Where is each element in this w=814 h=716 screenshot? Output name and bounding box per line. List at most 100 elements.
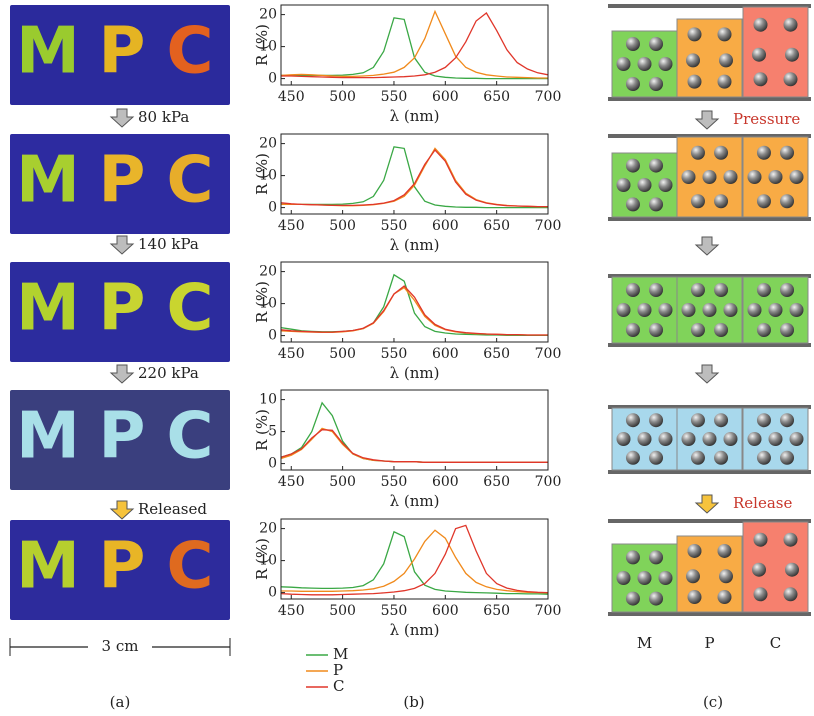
y-tick-label: 0 (268, 585, 277, 601)
particle (649, 450, 664, 465)
plot-frame (280, 4, 549, 86)
particle (753, 17, 768, 32)
x-axis-label: λ (nm) (390, 621, 440, 639)
x-tick-label: 700 (535, 346, 562, 362)
spectrum-line (280, 285, 548, 336)
x-axis-label: λ (nm) (390, 364, 440, 382)
photo-letter: P (99, 144, 146, 218)
particle (714, 413, 729, 428)
photo-letter: M (16, 15, 80, 89)
particle (702, 432, 717, 446)
particle (717, 74, 732, 89)
photo (10, 5, 230, 105)
x-tick-label: 600 (432, 346, 459, 362)
y-tick-label: 10 (259, 553, 277, 569)
particle (649, 283, 664, 297)
y-tick-label: 10 (259, 392, 277, 408)
particle (780, 413, 795, 428)
particle (625, 158, 640, 173)
particle (752, 562, 766, 577)
y-axis-label: R (%) (253, 281, 271, 323)
x-tick-label: 700 (535, 474, 562, 490)
particle (785, 562, 799, 577)
spectrum-line (280, 148, 548, 208)
particle (681, 170, 696, 184)
plate (608, 612, 811, 616)
particle (658, 303, 673, 317)
x-tick-label: 550 (381, 218, 408, 234)
particle (789, 432, 804, 446)
particle (616, 432, 631, 446)
particle (625, 197, 640, 212)
particle (637, 303, 652, 317)
x-axis-label: λ (nm) (390, 236, 440, 254)
particle (681, 303, 696, 317)
plot-frame (280, 133, 549, 215)
y-tick-label: 10 (259, 168, 277, 184)
y-tick-label: 20 (259, 136, 277, 152)
particle (625, 450, 640, 465)
x-tick-label: 500 (329, 346, 356, 362)
particle (625, 77, 640, 91)
photo-letter: M (16, 400, 80, 474)
x-tick-label: 500 (329, 603, 356, 619)
arrow (109, 500, 135, 520)
spectrum-line (281, 17, 548, 80)
plot-frame (280, 261, 549, 343)
spectrum-line (280, 9, 548, 79)
particle (768, 432, 783, 446)
plate (608, 274, 811, 278)
photo-letter: C (167, 400, 214, 474)
particle (649, 158, 664, 173)
particle (690, 194, 705, 209)
photo (10, 520, 230, 620)
photo-letter: C (167, 15, 214, 89)
particle (714, 450, 729, 465)
photo-letter: C (167, 144, 214, 218)
particle (637, 571, 652, 585)
particle (690, 145, 705, 160)
particle (768, 170, 783, 184)
particle (723, 432, 738, 446)
legend-label: M (333, 645, 348, 663)
particle (625, 283, 640, 297)
arrow (109, 108, 135, 128)
particle (719, 569, 733, 584)
legend-label: P (333, 661, 343, 679)
particle (756, 450, 771, 465)
x-axis-label: λ (nm) (390, 492, 440, 510)
particle (681, 432, 696, 446)
plate (608, 470, 811, 474)
particle (747, 303, 762, 317)
particle (756, 323, 771, 337)
particle (690, 283, 705, 297)
arrow (694, 236, 720, 256)
spectrum-line (281, 147, 548, 208)
particle (780, 194, 795, 209)
x-tick-label: 550 (381, 603, 408, 619)
scale-label: 3 cm (102, 637, 139, 655)
particle (719, 53, 733, 68)
particle (649, 413, 664, 428)
x-tick-label: 500 (329, 474, 356, 490)
particle (690, 413, 705, 428)
y-axis-label: R (%) (253, 538, 271, 580)
y-axis-label: R (%) (253, 409, 271, 451)
particle (616, 303, 631, 317)
particle (714, 323, 729, 337)
x-tick-label: 650 (483, 474, 510, 490)
particle (783, 587, 798, 602)
x-tick-label: 500 (329, 218, 356, 234)
particle (753, 532, 768, 547)
spectrum-line (281, 529, 549, 594)
photo-letter: C (167, 272, 214, 346)
particle (687, 74, 702, 89)
particle (780, 283, 795, 297)
plate (608, 519, 811, 523)
spectrum-line (280, 401, 548, 463)
photo-letter: P (99, 15, 146, 89)
particle (690, 450, 705, 465)
particle (717, 27, 732, 42)
particle (783, 72, 798, 87)
